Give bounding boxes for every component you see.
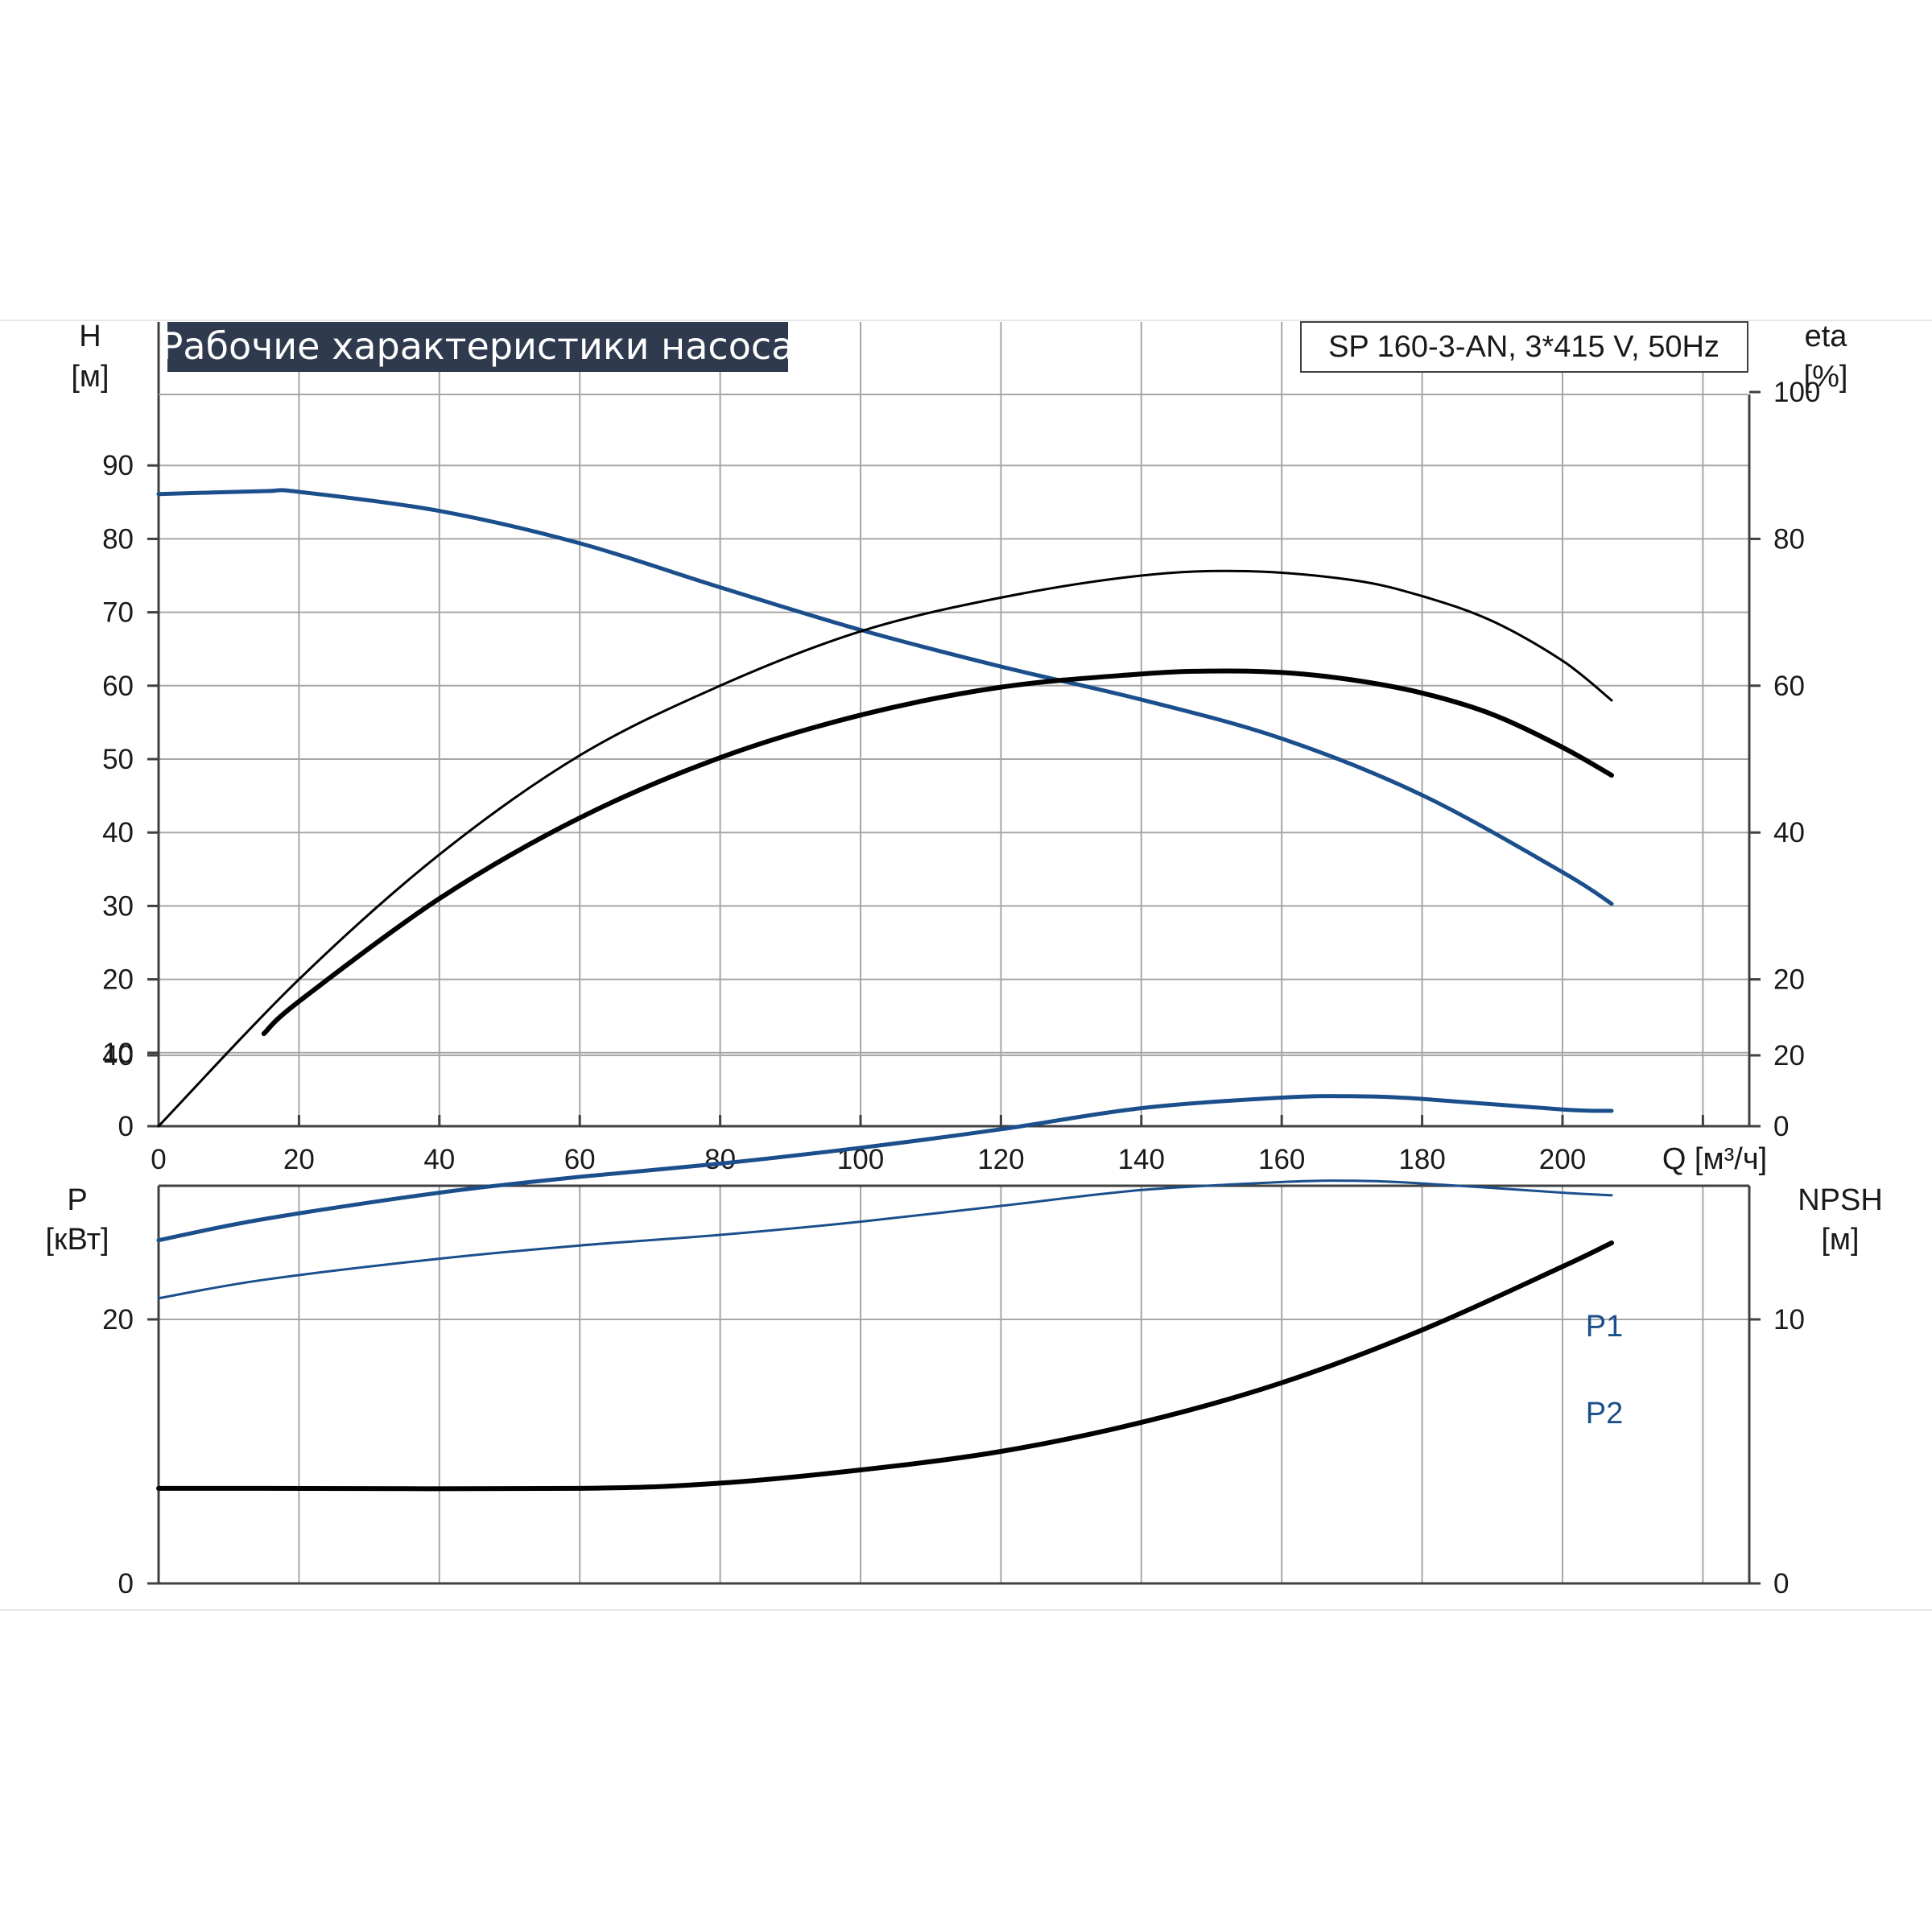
- y-right-unit-top: [%]: [1804, 360, 1848, 394]
- curve-p2: [157, 1179, 1613, 1300]
- y-left-unit-top: [м]: [71, 360, 109, 394]
- x-tick-200: 200: [1539, 1144, 1586, 1175]
- x-tick-80: 80: [704, 1144, 736, 1175]
- y-right-tick-100: 100: [1773, 377, 1820, 408]
- x-tick-140: 140: [1118, 1144, 1165, 1175]
- npsh-tick-10: 10: [1773, 1304, 1805, 1335]
- curve-eta-total: [261, 668, 1614, 1037]
- y-left-unit-bottom: [кВт]: [45, 1223, 109, 1257]
- y-left-tick-80: 80: [102, 523, 134, 555]
- y-left-label-top: H: [79, 320, 101, 353]
- y-left-tick-10: 10: [102, 1038, 134, 1069]
- npsh-tick-0: 0: [1773, 1568, 1789, 1600]
- y-right-tick-60: 60: [1773, 671, 1805, 702]
- y-left-tick-0: 0: [118, 1111, 134, 1142]
- y-left-tick-90: 90: [102, 450, 134, 481]
- y-right-tick-80: 80: [1773, 523, 1805, 555]
- x-tick-160: 160: [1258, 1144, 1305, 1175]
- x-tick-40: 40: [423, 1144, 455, 1175]
- x-tick-20: 20: [283, 1144, 315, 1175]
- model-label: SP 160-3-AN, 3*415 V, 50Hz: [1328, 330, 1719, 364]
- y-right-label-bottom: NPSH: [1798, 1183, 1883, 1217]
- y-right-unit-bottom: [м]: [1821, 1223, 1859, 1257]
- y-left-tick-40: 40: [102, 817, 134, 848]
- y-right-tick-0: 0: [1773, 1111, 1789, 1142]
- series-label-p2: P2: [1586, 1397, 1623, 1430]
- y-left-tick-60: 60: [102, 671, 134, 702]
- y-left-label-bottom: P: [67, 1183, 87, 1217]
- y-left-tick-70: 70: [102, 597, 134, 629]
- curve-eta-pump: [157, 569, 1613, 1128]
- x-tick-0: 0: [151, 1144, 166, 1175]
- title-box: [167, 322, 788, 372]
- y-right-tick-20: 20: [1773, 964, 1805, 996]
- p-tick-20: 20: [102, 1304, 134, 1335]
- p-tick-0: 0: [118, 1568, 134, 1600]
- npsh-tick-20: 20: [1773, 1040, 1805, 1071]
- x-tick-60: 60: [564, 1144, 596, 1175]
- x-axis-label: Q [м³/ч]: [1662, 1142, 1767, 1176]
- x-tick-120: 120: [977, 1144, 1024, 1175]
- y-right-tick-40: 40: [1773, 817, 1805, 848]
- y-left-tick-50: 50: [102, 744, 134, 775]
- p-tick-40: 40: [102, 1040, 134, 1071]
- curve-npsh: [156, 1240, 1614, 1492]
- curve-p1: [156, 1094, 1614, 1243]
- curves: [156, 488, 1614, 1492]
- y-left-tick-20: 20: [102, 964, 134, 996]
- bottom-chart-grid: [159, 1055, 1749, 1583]
- model-box: [1300, 321, 1748, 373]
- y-right-label-top: eta: [1805, 320, 1848, 353]
- chart-title: Рабочие характеристики насоса: [161, 324, 795, 368]
- top-chart-grid: [159, 322, 1749, 1126]
- series-label-p1: P1: [1586, 1310, 1623, 1344]
- y-left-tick-30: 30: [102, 890, 134, 922]
- curve-h: [156, 488, 1614, 906]
- x-tick-180: 180: [1398, 1144, 1445, 1175]
- tick-labels: 0 20 40 60 80 100 120 140 160 180 2000102030405060…: [102, 377, 1820, 1600]
